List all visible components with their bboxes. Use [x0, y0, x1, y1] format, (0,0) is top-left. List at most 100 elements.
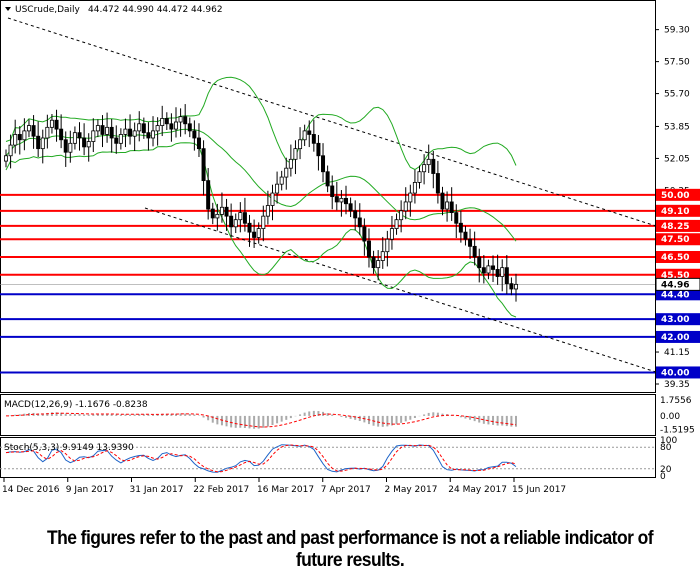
candle-body	[394, 219, 399, 229]
date-tick-label: 22 Feb 2017	[193, 485, 249, 495]
candle-body	[151, 130, 156, 139]
level-tag	[656, 268, 700, 281]
candle-body	[141, 123, 146, 134]
candle-body	[72, 132, 77, 144]
price-tick-label: 53.85	[664, 122, 690, 132]
candle-body	[252, 231, 257, 238]
candle-body	[229, 215, 234, 228]
candle-body	[178, 116, 183, 123]
candle-body	[385, 238, 390, 253]
candle-body	[233, 219, 238, 228]
level-tag-label: 45.50	[661, 271, 689, 281]
candle-body	[468, 238, 473, 247]
candle-body	[445, 201, 450, 210]
candle-body	[45, 126, 50, 139]
level-tag-label: 44.40	[661, 290, 689, 300]
candle-body	[334, 196, 339, 203]
candle-body	[463, 231, 468, 240]
stoch-tick-label: 20	[660, 465, 672, 475]
ohlc-values: 44.472 44.990 44.472 44.962	[88, 5, 223, 15]
level-tag	[656, 219, 700, 232]
candle-body	[399, 210, 404, 221]
candle-body	[31, 125, 36, 137]
level-tag-label: 40.00	[661, 368, 689, 378]
candle-body	[49, 119, 54, 128]
candle-body	[137, 123, 142, 132]
macd-histogram: 1.7556 0.00 -1.5195	[5, 396, 695, 436]
price-tick-label: 59.30	[664, 26, 690, 36]
level-tag-label: 47.50	[661, 235, 689, 245]
candle-body	[284, 167, 289, 178]
stoch-tick-label: 0	[660, 472, 666, 482]
level-tag-label: 43.00	[661, 315, 689, 325]
date-tick-label: 31 Jan 2017	[130, 485, 184, 495]
candle-body	[105, 126, 110, 135]
candle-body	[4, 155, 9, 162]
candle-body	[417, 171, 422, 183]
candle-body	[458, 222, 463, 233]
candle-body	[82, 137, 87, 148]
bollinger-upper	[5, 76, 517, 171]
level-tag	[656, 233, 700, 246]
date-tick-label: 2 May 2017	[385, 485, 438, 495]
date-axis: 14 Dec 2016 9 Jan 2017 31 Jan 2017 22 Feb 2…	[2, 478, 566, 495]
candle-body	[426, 158, 431, 166]
candle-body	[366, 240, 371, 258]
candle-body	[215, 213, 220, 219]
candle-body	[376, 260, 381, 269]
macd-tick-label: 1.7556	[660, 396, 692, 406]
stoch-tick-label: 80	[660, 443, 672, 453]
candle-body	[491, 265, 496, 270]
candle-body	[13, 134, 18, 146]
date-tick-label: 14 Dec 2016	[2, 485, 60, 495]
level-tag	[656, 313, 700, 326]
candle-body	[298, 139, 303, 150]
main-plot-frame	[0, 0, 656, 393]
candle-body	[440, 192, 445, 210]
candle-body	[22, 130, 27, 141]
candle-body	[495, 269, 500, 277]
candle-body	[321, 155, 326, 173]
price-axis: 59.3057.5055.7053.8552.0550.2548.4046.60…	[655, 26, 700, 390]
dropdown-icon[interactable]	[5, 7, 11, 11]
macd-tick-label: 0.00	[660, 412, 680, 422]
candle-body	[59, 128, 64, 141]
candle-body	[183, 116, 188, 125]
candle-body	[95, 125, 100, 132]
candle-body	[192, 130, 197, 139]
candle-body	[288, 158, 293, 169]
price-tick-label: 57.50	[664, 58, 690, 68]
date-tick-label: 7 Apr 2017	[321, 485, 371, 495]
price-tick-label: 41.15	[664, 348, 690, 358]
candle-body	[316, 142, 321, 157]
macd-tick-label: -1.5195	[660, 426, 695, 436]
macd-label: MACD(12,26,9) -1.1676 -0.8238	[4, 400, 148, 410]
candle-body	[408, 192, 413, 203]
candle-body	[325, 171, 330, 187]
candle-body	[435, 173, 440, 194]
candle-body	[247, 222, 252, 233]
level-tag	[656, 204, 700, 217]
symbol-label: USCrude,Daily	[15, 5, 81, 15]
candle-body	[109, 126, 114, 139]
candle-body	[68, 142, 73, 153]
chart-canvas: 59.3057.5055.7053.8552.0550.2548.4046.60…	[0, 0, 700, 495]
candle-body	[265, 205, 270, 217]
candle-body	[206, 180, 211, 210]
candle-body	[472, 245, 477, 258]
candle-body	[40, 137, 45, 150]
level-tag-label: 42.00	[661, 333, 689, 343]
candle-body	[118, 134, 123, 144]
candle-body	[86, 141, 91, 148]
candle-body	[169, 123, 174, 130]
candle-body	[155, 125, 160, 132]
candle-body	[132, 130, 137, 137]
level-tag	[656, 188, 700, 201]
candle-body	[449, 201, 454, 213]
candle-body	[187, 123, 192, 132]
level-tag-label: 48.25	[661, 222, 689, 232]
candle-body	[54, 119, 59, 130]
candle-body	[362, 226, 367, 242]
price-tick-label: 39.35	[664, 380, 690, 390]
